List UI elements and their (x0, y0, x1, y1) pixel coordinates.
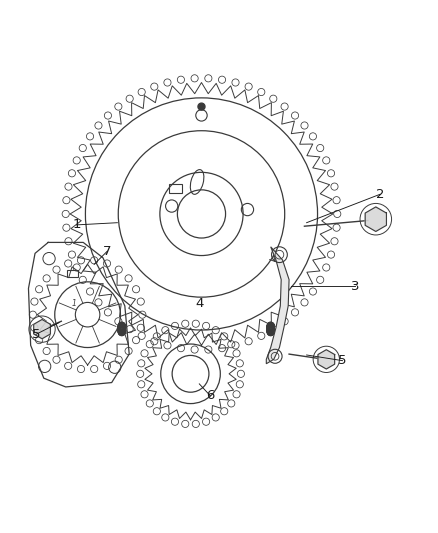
Polygon shape (318, 350, 335, 369)
Text: 5: 5 (32, 328, 40, 341)
Text: 7: 7 (103, 245, 112, 257)
Text: 3: 3 (350, 280, 359, 293)
Text: 4: 4 (195, 297, 204, 310)
Polygon shape (365, 207, 386, 231)
Polygon shape (34, 319, 50, 339)
Circle shape (198, 103, 205, 110)
Text: 2: 2 (376, 188, 385, 201)
Text: 6: 6 (206, 389, 215, 402)
Text: 5: 5 (338, 354, 347, 367)
Bar (67, 270, 78, 278)
Bar (169, 184, 182, 193)
Text: 1: 1 (72, 299, 77, 308)
Polygon shape (266, 247, 289, 364)
Text: 1: 1 (72, 219, 81, 231)
